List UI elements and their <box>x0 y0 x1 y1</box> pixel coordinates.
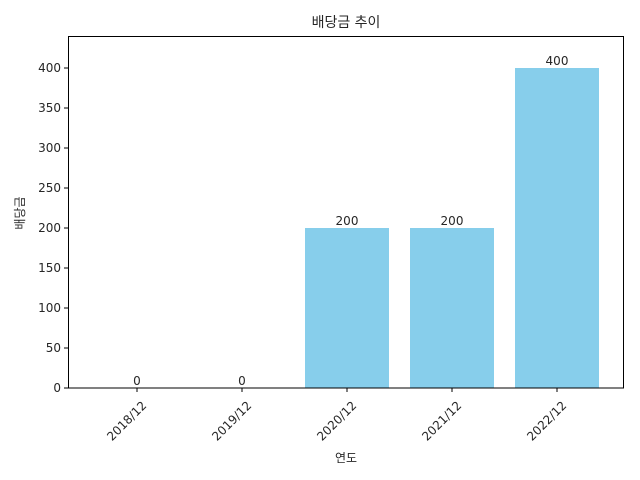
y-tick-label: 300 <box>38 141 61 155</box>
bars-group <box>305 68 599 388</box>
y-tick-label: 150 <box>38 261 61 275</box>
x-tick-label: 2021/12 <box>419 398 464 443</box>
bar-2021-12 <box>410 228 494 388</box>
data-labels-group: 0 0 200 200 400 <box>133 54 568 388</box>
data-label: 200 <box>441 214 464 228</box>
x-tick-label: 2022/12 <box>524 398 569 443</box>
x-tick-label: 2019/12 <box>209 398 254 443</box>
data-label: 0 <box>133 374 141 388</box>
x-axis-title: 연도 <box>335 451 357 465</box>
data-label: 200 <box>336 214 359 228</box>
data-label: 400 <box>546 54 569 68</box>
x-tick-label: 2018/12 <box>104 398 149 443</box>
x-tick-label: 2020/12 <box>314 398 359 443</box>
y-tick-label: 400 <box>38 61 61 75</box>
chart-title: 배당금 추이 <box>312 15 381 31</box>
y-axis: 0 50 100 150 200 250 300 350 400 <box>38 61 68 395</box>
y-axis-title: 배당금 <box>13 196 27 229</box>
x-axis: 2018/12 2019/12 2020/12 2021/12 2022/12 <box>104 388 569 444</box>
y-tick-label: 0 <box>53 381 61 395</box>
data-label: 0 <box>238 374 246 388</box>
plot-frame <box>68 36 624 389</box>
y-tick-label: 250 <box>38 181 61 195</box>
y-tick-label: 200 <box>38 221 61 235</box>
y-tick-label: 100 <box>38 301 61 315</box>
bar-2020-12 <box>305 228 389 388</box>
y-tick-label: 350 <box>38 101 61 115</box>
y-tick-label: 50 <box>46 341 61 355</box>
bar-2022-12 <box>515 68 599 388</box>
